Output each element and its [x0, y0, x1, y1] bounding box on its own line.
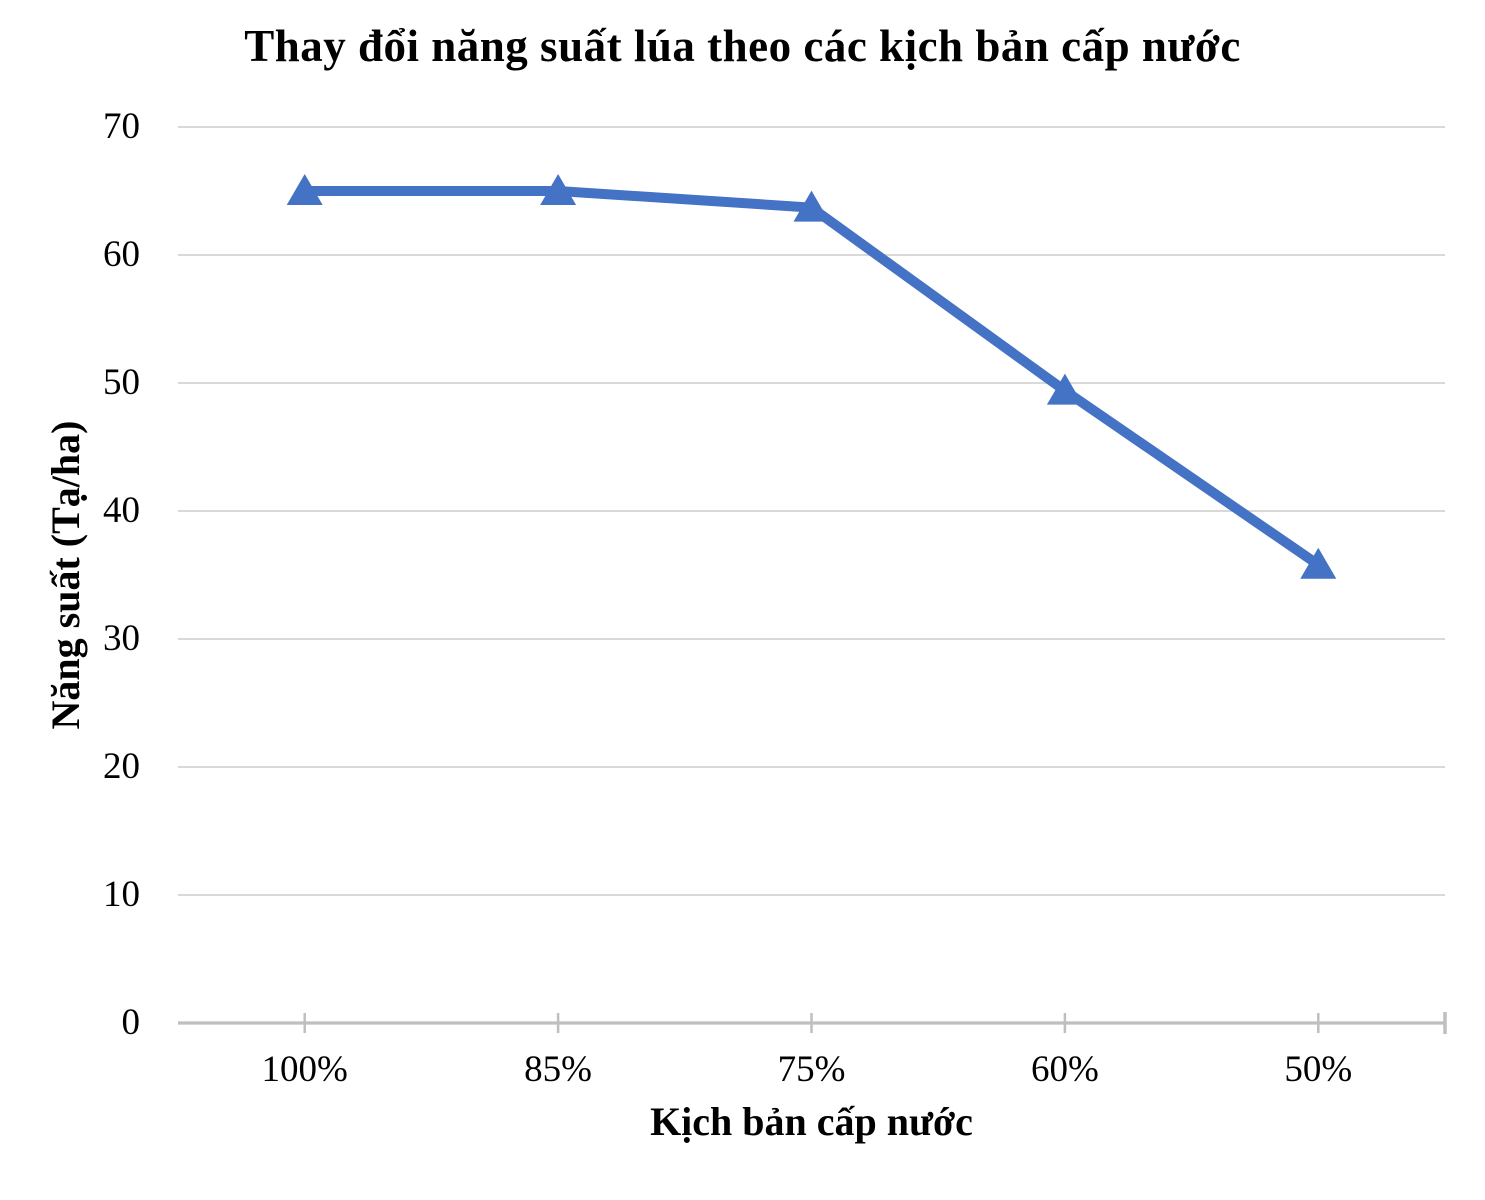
- x-tick-label: 100%: [261, 1049, 348, 1090]
- y-tick-label: 10: [103, 874, 140, 915]
- y-tick-label: 20: [103, 746, 140, 787]
- x-tick-label: 60%: [1030, 1049, 1099, 1090]
- x-tick-label: 50%: [1284, 1049, 1353, 1090]
- y-tick-label: 30: [103, 618, 140, 659]
- x-tick-label: 75%: [777, 1049, 846, 1090]
- data-point-marker: [1046, 373, 1083, 405]
- y-tick-label: 70: [103, 106, 140, 147]
- chart-title: Thay đổi năng suất lúa theo các kịch bản…: [244, 21, 1241, 71]
- y-tick-label: 40: [103, 490, 140, 531]
- data-point-marker: [286, 174, 323, 205]
- data-point-marker: [1300, 547, 1337, 579]
- y-tick-label: 60: [103, 234, 140, 275]
- x-axis-title: Kịch bản cấp nước: [650, 1099, 973, 1144]
- x-tick-label: 85%: [524, 1049, 592, 1090]
- data-line: [304, 186, 1322, 569]
- data-point-marker: [793, 190, 830, 222]
- y-tick-label: 0: [121, 1002, 141, 1043]
- y-tick-label: 50: [103, 362, 140, 403]
- data-point-marker: [540, 174, 577, 205]
